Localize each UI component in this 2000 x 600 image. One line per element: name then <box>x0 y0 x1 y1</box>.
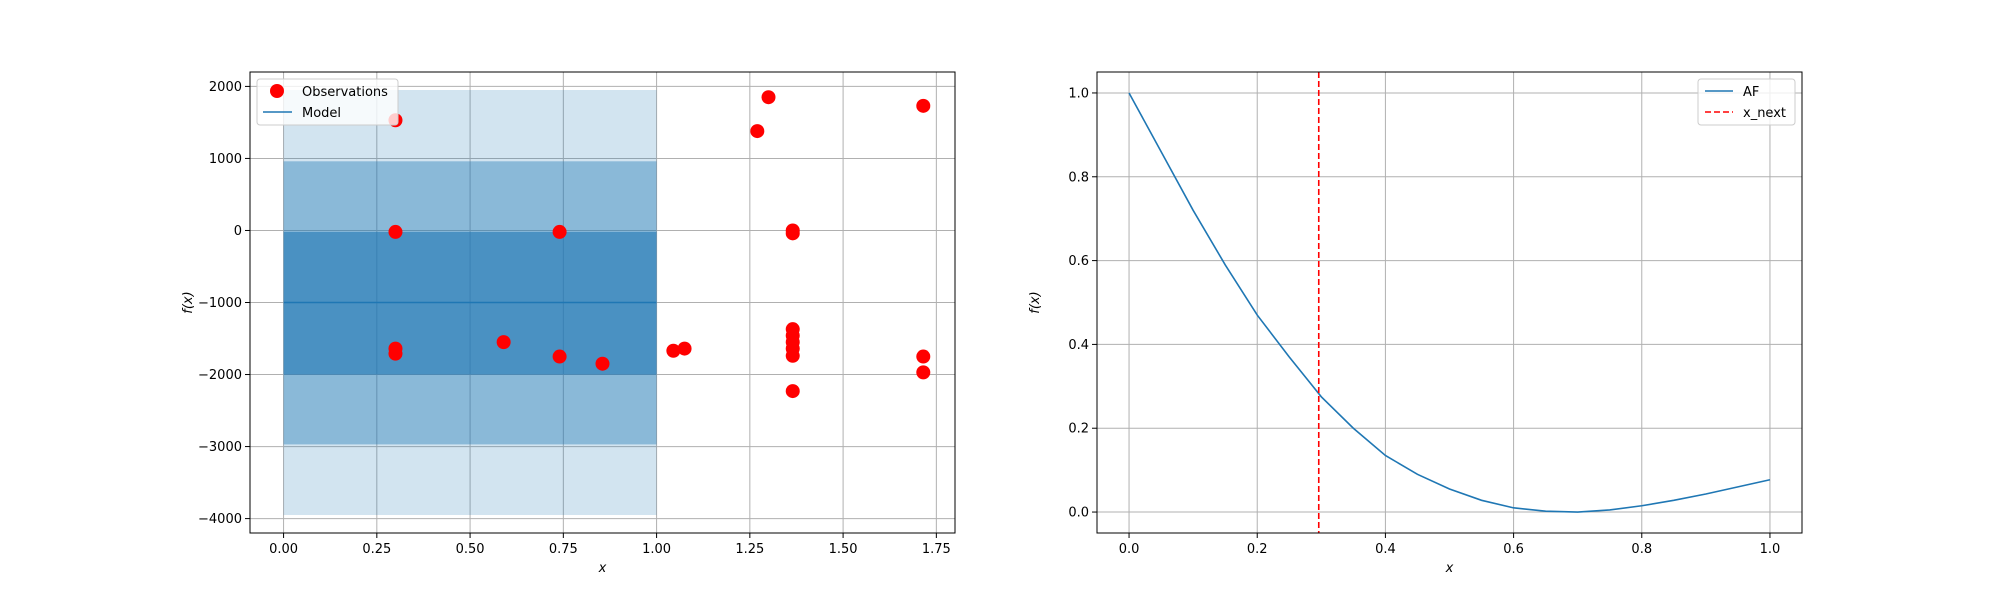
x-axis-label: x <box>598 561 607 576</box>
x-tick-label: 0.75 <box>549 542 578 557</box>
legend-x-next-label: x_next <box>1743 106 1786 121</box>
observation-point <box>916 365 931 380</box>
legend: Observations Model <box>256 78 399 126</box>
observation-point <box>785 348 800 363</box>
x-tick-label: 1.25 <box>735 542 764 557</box>
observation-point <box>552 224 567 239</box>
y-tick-label: 0.0 <box>1068 506 1089 521</box>
y-axis-label: f(x) <box>1028 291 1043 313</box>
y-tick-label: −4000 <box>198 512 242 527</box>
acquisition-function-chart: 0.0 0.2 0.4 0.6 0.8 1.0 0.0 0.2 0.4 0.6 0.8 1.0 x f(x… <box>1028 71 1803 576</box>
observation-point <box>388 224 403 239</box>
y-axis-label: f(x) <box>181 291 196 313</box>
plot-frame <box>1096 71 1803 534</box>
x-tick-label: 0.6 <box>1503 542 1524 557</box>
legend-af-label: AF <box>1743 85 1759 100</box>
x-tick-label: 0.25 <box>362 542 391 557</box>
y-tick-label: 1000 <box>209 152 242 167</box>
x-tick-label: 0.50 <box>456 542 485 557</box>
y-tick-label: −3000 <box>198 440 242 455</box>
y-tick-label: −1000 <box>198 296 242 311</box>
observation-point <box>677 341 692 356</box>
x-tick-label: 1.00 <box>642 542 671 557</box>
legend-model-label: Model <box>302 106 341 121</box>
x-tick-label: 0.2 <box>1247 542 1268 557</box>
x-tick-label: 0.0 <box>1119 542 1140 557</box>
observation-point <box>785 226 800 241</box>
observation-point <box>916 98 931 113</box>
x-tick-label: 0.8 <box>1631 542 1652 557</box>
y-tick-label: 0.2 <box>1068 422 1089 437</box>
observation-point <box>785 384 800 399</box>
observation-point <box>761 90 776 105</box>
observations-model-chart: 0.00 0.25 0.50 0.75 1.00 1.25 1.50 1.75 −4000 −30… <box>181 71 956 576</box>
x-tick-label: 1.75 <box>922 542 951 557</box>
observation-point <box>750 124 765 139</box>
y-tick-label: 0.4 <box>1068 338 1089 353</box>
observation-point <box>552 349 567 364</box>
plot-frame <box>249 71 956 534</box>
y-tick-label: 0 <box>234 224 242 239</box>
observation-point <box>916 349 931 364</box>
y-tick-label: 0.6 <box>1068 254 1089 269</box>
y-tick-label: 2000 <box>209 80 242 95</box>
y-tick-label: 1.0 <box>1068 86 1089 101</box>
observation-point <box>666 343 681 358</box>
x-tick-label: 0.4 <box>1375 542 1396 557</box>
observation-point <box>595 356 610 371</box>
x-tick-label: 0.00 <box>269 542 298 557</box>
observation-point <box>496 335 511 350</box>
y-tick-label: 0.8 <box>1068 170 1089 185</box>
legend-observations-marker <box>270 84 284 98</box>
y-tick-label: −2000 <box>198 368 242 383</box>
legend: AF x_next <box>1697 78 1796 126</box>
legend-box <box>256 78 399 126</box>
x-axis-label: x <box>1445 561 1454 576</box>
x-tick-label: 1.50 <box>829 542 858 557</box>
legend-observations-label: Observations <box>302 85 388 100</box>
af-line <box>1128 92 1771 513</box>
observation-point <box>388 346 403 361</box>
x-tick-label: 1.0 <box>1760 542 1781 557</box>
